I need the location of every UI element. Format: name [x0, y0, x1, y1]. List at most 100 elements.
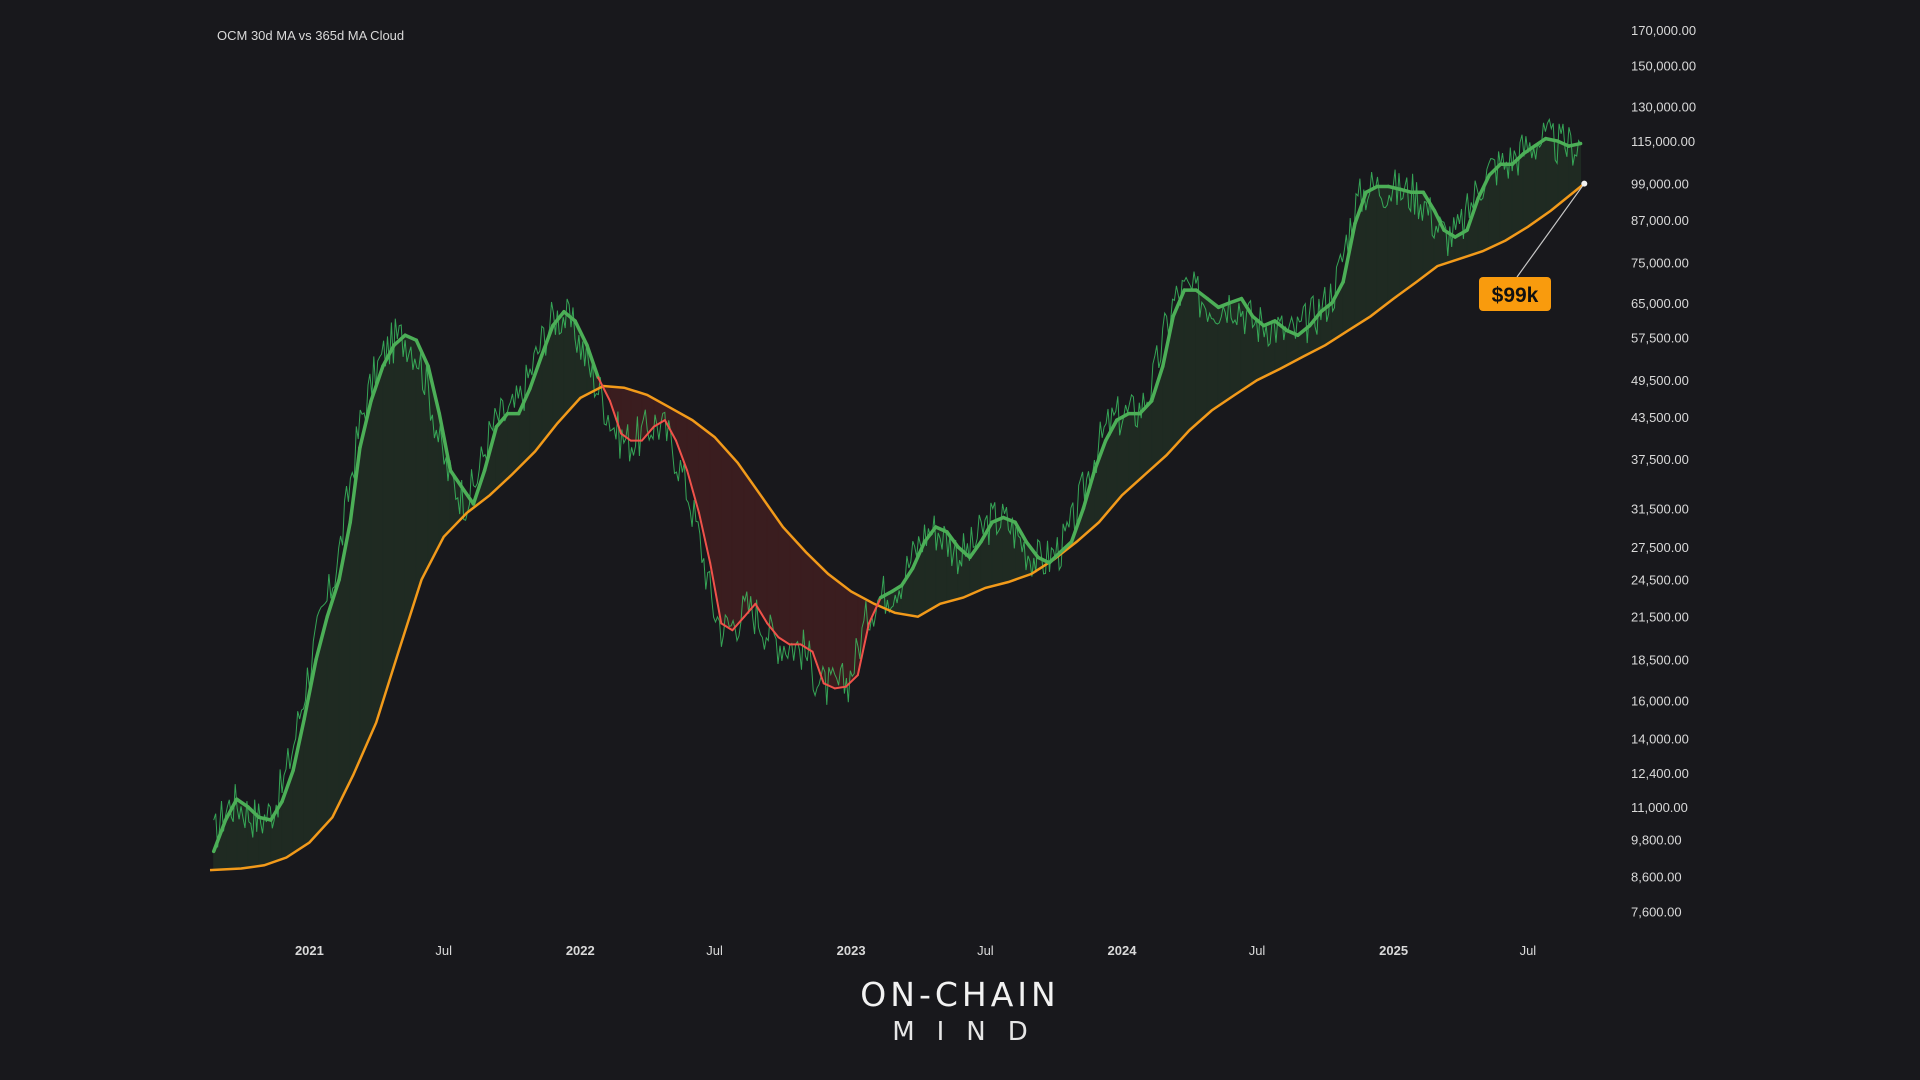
ma30-bear-segment	[675, 439, 689, 472]
ma30-bull-segment	[1047, 550, 1063, 565]
ma30-bull-segment	[1092, 438, 1108, 473]
ma30-bull-segment	[1081, 468, 1097, 511]
cloud-bull-segment	[1488, 163, 1501, 249]
ma30-bull-segment	[1487, 162, 1503, 177]
ma30-bull-segment	[1364, 184, 1380, 195]
y-tick-label: 115,000.00	[1631, 134, 1695, 149]
ma30-bull-segment	[879, 589, 894, 600]
y-tick-label: 12,400.00	[1631, 766, 1689, 781]
ma30-bear-segment	[811, 650, 825, 685]
callout-leader-line	[1516, 183, 1585, 278]
ma30-bull-segment	[1261, 319, 1277, 328]
callout-label: $99k	[1492, 284, 1539, 307]
y-tick-label: 18,500.00	[1631, 652, 1689, 667]
y-tick-label: 37,500.00	[1631, 452, 1689, 467]
ma30-bull-segment	[1250, 314, 1266, 328]
ma30-bull-segment	[325, 577, 341, 619]
ma30-bull-segment	[223, 797, 239, 822]
ma30-bull-segment	[516, 387, 532, 416]
ma30-bull-segment	[990, 515, 1006, 524]
cloud-bull-segment	[1116, 412, 1130, 503]
ma30-bull-segment	[1161, 314, 1175, 368]
y-tick-label: 7,600.00	[1631, 905, 1682, 920]
ma30-bull-segment	[392, 333, 407, 347]
cloud-bull-segment	[370, 366, 384, 735]
ma30-bear-segment	[754, 602, 769, 625]
ma30-bull-segment	[482, 425, 499, 473]
x-tick-label: 2025	[1379, 943, 1408, 958]
ma30-bull-segment	[1566, 141, 1583, 148]
y-tick-label: 24,500.00	[1631, 573, 1689, 588]
ma30-bull-segment	[1532, 136, 1548, 148]
ma30-bear-segment	[731, 615, 746, 632]
ma30-bear-segment	[709, 561, 723, 625]
ma30-bull-segment	[1058, 540, 1074, 554]
ma30-bull-segment	[234, 797, 250, 809]
ma30-bull-segment	[448, 468, 464, 489]
ma30-bull-segment	[291, 717, 306, 773]
ma30-bull-segment	[1171, 288, 1187, 319]
cloud-bull-segment	[1183, 289, 1197, 438]
x-tick-label: 2022	[566, 943, 595, 958]
ma30-bull-segment	[1216, 301, 1232, 310]
ma30-bull-segment	[1465, 196, 1480, 232]
ma30-bull-segment	[968, 540, 983, 560]
ma30-bear-segment	[608, 399, 623, 435]
y-tick-label: 130,000.00	[1631, 99, 1696, 114]
x-axis: 2021 Jul 2022 Jul 2023 Jul 2024 Jul 2025 Jul	[295, 943, 1536, 958]
ma30-bull-segment	[551, 310, 566, 328]
ma30-bull-segment	[1138, 399, 1154, 416]
ma30-bull-segment	[1341, 221, 1357, 284]
brand-logo: ON-CHAIN MIND	[860, 975, 1055, 1047]
cloud-bear-segment	[800, 545, 814, 653]
cloud-bull-segment	[359, 400, 372, 761]
ma30-bear-segment	[766, 622, 780, 639]
ma30-bull-segment	[358, 399, 373, 450]
ma30-bull-segment	[1024, 540, 1040, 560]
ma30-bull-segment	[1330, 280, 1345, 305]
cloud-bull-segment	[1387, 185, 1401, 304]
ma30-bull-segment	[890, 583, 904, 594]
cloud-bear-segment	[766, 503, 779, 639]
ma30-bull-segment	[1194, 288, 1210, 301]
ma30-bull-segment	[1319, 301, 1334, 314]
ma30-bull-segment	[426, 364, 442, 416]
ma30-bull-segment	[1227, 296, 1244, 305]
ma30-bull-segment	[314, 614, 329, 662]
x-tick-label: Jul	[435, 943, 452, 958]
ma30-bull-segment	[381, 343, 396, 368]
ma30-bull-segment	[1521, 144, 1537, 156]
ma30-bull-segment	[437, 411, 453, 473]
brand-logo-line2: MIND	[892, 1017, 1050, 1047]
ma30-bear-segment	[867, 596, 882, 625]
callout-anchor-dot	[1581, 180, 1588, 187]
ma30-bull-segment	[945, 530, 960, 549]
ma30-bull-segment	[539, 323, 555, 358]
ma30-bull-segment	[1432, 208, 1446, 232]
ma30-bull-segment	[956, 545, 972, 560]
y-tick-label: 65,000.00	[1631, 296, 1689, 311]
ma30-bear-segment	[833, 685, 847, 690]
y-tick-label: 8,600.00	[1631, 870, 1682, 885]
ma30-bull-segment	[1476, 173, 1492, 201]
ma30-bull-segment	[1453, 228, 1469, 239]
cloud-bull-segment	[1511, 152, 1524, 238]
cloud-bull-segment	[991, 516, 1004, 587]
y-axis: 170,000.00 150,000.00 130,000.00 115,000.00…	[1631, 23, 1696, 920]
ma30-bull-segment	[302, 657, 318, 721]
cloud-bull-segment	[1410, 191, 1424, 287]
ma30-bull-segment	[1001, 515, 1017, 524]
ma30-bull-segment	[1149, 364, 1165, 403]
ma30-bull-segment	[1036, 555, 1052, 565]
x-tick-label: Jul	[706, 943, 723, 958]
ma30-bull-segment	[471, 468, 487, 506]
y-tick-label: 49,500.00	[1631, 373, 1689, 388]
cloud-bull-segment	[1229, 297, 1242, 400]
ma30-bull-segment	[1284, 328, 1300, 337]
ma30-bear-segment	[597, 376, 611, 402]
y-tick-label: 87,000.00	[1631, 213, 1689, 228]
ma30-bull-segment	[211, 818, 228, 854]
cloud-bear-segment	[845, 586, 859, 688]
